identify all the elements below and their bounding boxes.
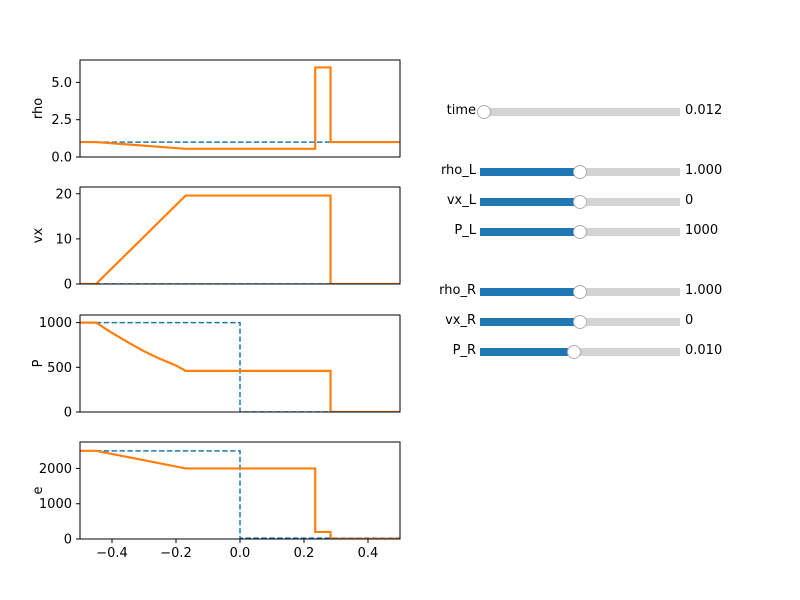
- slider-handle-p-r[interactable]: [567, 345, 581, 359]
- slider-value-rho-r: 1.000: [685, 283, 723, 298]
- slider-vx-l[interactable]: vx_L 0: [380, 192, 780, 212]
- series-e-solution: [80, 449, 400, 539]
- slider-track-vx-r[interactable]: [480, 315, 680, 329]
- slider-value-p-r: 0.010: [685, 343, 723, 358]
- xtick-label-0-0: 0.0: [230, 546, 251, 561]
- ytick-label-rho-0-0: 0.0: [51, 151, 72, 166]
- slider-fill-p-l: [480, 228, 580, 236]
- slider-track-p-l[interactable]: [480, 225, 680, 239]
- ytick-label-rho-2-5: 2.5: [51, 113, 72, 128]
- slider-handle-p-l[interactable]: [573, 225, 587, 239]
- ytick-label-e-2000: 2000: [39, 462, 72, 477]
- slider-value-time: 0.012: [685, 103, 723, 118]
- chart-panel-rho: 0.0 2.5 5.0 rho: [31, 59, 401, 166]
- ytick-label-P-1000: 1000: [39, 316, 72, 331]
- slider-label-vx-r: vx_R: [445, 313, 476, 328]
- ytick-label-e-0: 0: [64, 533, 72, 548]
- axes-frame: [79, 59, 401, 158]
- slider-fill-rho-r: [480, 288, 580, 296]
- slider-track-rho-l[interactable]: [480, 165, 680, 179]
- slider-handle-vx-r[interactable]: [573, 315, 587, 329]
- xtick-label-0-2: 0.2: [294, 546, 315, 561]
- slider-rho-l[interactable]: rho_L 1.000: [380, 162, 780, 182]
- slider-fill-vx-l: [480, 198, 580, 206]
- xtick-label-0-4: 0.4: [358, 546, 379, 561]
- series-vx-solution: [80, 194, 400, 284]
- slider-label-p-l: P_L: [454, 223, 476, 238]
- ylabel-rho: rho: [31, 98, 46, 119]
- slider-value-p-l: 1000: [685, 223, 719, 238]
- ytick-label-e-1000: 1000: [39, 497, 72, 512]
- series-rho-solution: [80, 66, 400, 150]
- ytick-label-vx-20: 20: [55, 187, 72, 202]
- slider-fill-vx-r: [480, 318, 580, 326]
- slider-label-vx-l: vx_L: [446, 193, 476, 208]
- ytick-label-vx-0: 0: [64, 278, 72, 293]
- slider-track-rho-r[interactable]: [480, 285, 680, 299]
- slider-label-rho-r: rho_R: [439, 283, 476, 298]
- slider-handle-rho-r[interactable]: [573, 285, 587, 299]
- chart-panel-vx: 0 10 20 vx: [31, 186, 401, 293]
- slider-track-time[interactable]: [477, 105, 680, 119]
- slider-value-vx-r: 0: [685, 313, 694, 328]
- axes-frame: [79, 314, 401, 413]
- xtick-label--0-4: −0.4: [96, 546, 128, 561]
- slider-fill-p-r: [480, 348, 574, 356]
- axes-frame: [79, 186, 401, 285]
- xtick-label--0-2: −0.2: [160, 546, 192, 561]
- slider-value-rho-l: 1.000: [685, 163, 723, 178]
- slider-track-vx-l[interactable]: [480, 195, 680, 209]
- slider-label-rho-l: rho_L: [440, 163, 476, 178]
- ylabel-e: e: [31, 487, 46, 495]
- slider-handle-time[interactable]: [477, 105, 491, 119]
- chart-panel-P: 0 500 1000 P: [31, 314, 401, 421]
- slider-rho-r[interactable]: rho_R 1.000: [380, 282, 780, 302]
- chart-panel-e: 0 1000 2000 −0.4 −0.2 0.0 0.2 0.4 e: [31, 441, 401, 561]
- series-P-initial: [80, 321, 400, 412]
- series-e-initial: [80, 450, 400, 539]
- slider-time[interactable]: time 0.012: [380, 102, 780, 122]
- ytick-label-P-0: 0: [64, 406, 72, 421]
- slider-p-l[interactable]: P_L 1000: [380, 222, 780, 242]
- slider-label-p-r: P_R: [452, 343, 476, 358]
- ytick-label-P-500: 500: [47, 361, 72, 376]
- ytick-label-rho-5-0: 5.0: [51, 76, 72, 91]
- ylabel-vx: vx: [31, 228, 46, 244]
- slider-p-r[interactable]: P_R 0.010: [380, 342, 780, 362]
- ylabel-P: P: [31, 359, 46, 367]
- ytick-label-vx-10: 10: [55, 232, 72, 247]
- series-P-solution: [80, 321, 400, 412]
- slider-value-vx-l: 0: [685, 193, 694, 208]
- slider-track-p-r[interactable]: [480, 345, 680, 359]
- slider-vx-r[interactable]: vx_R 0: [380, 312, 780, 332]
- slider-handle-rho-l[interactable]: [573, 165, 587, 179]
- slider-handle-vx-l[interactable]: [573, 195, 587, 209]
- slider-fill-rho-l: [480, 168, 580, 176]
- slider-label-time: time: [446, 103, 476, 118]
